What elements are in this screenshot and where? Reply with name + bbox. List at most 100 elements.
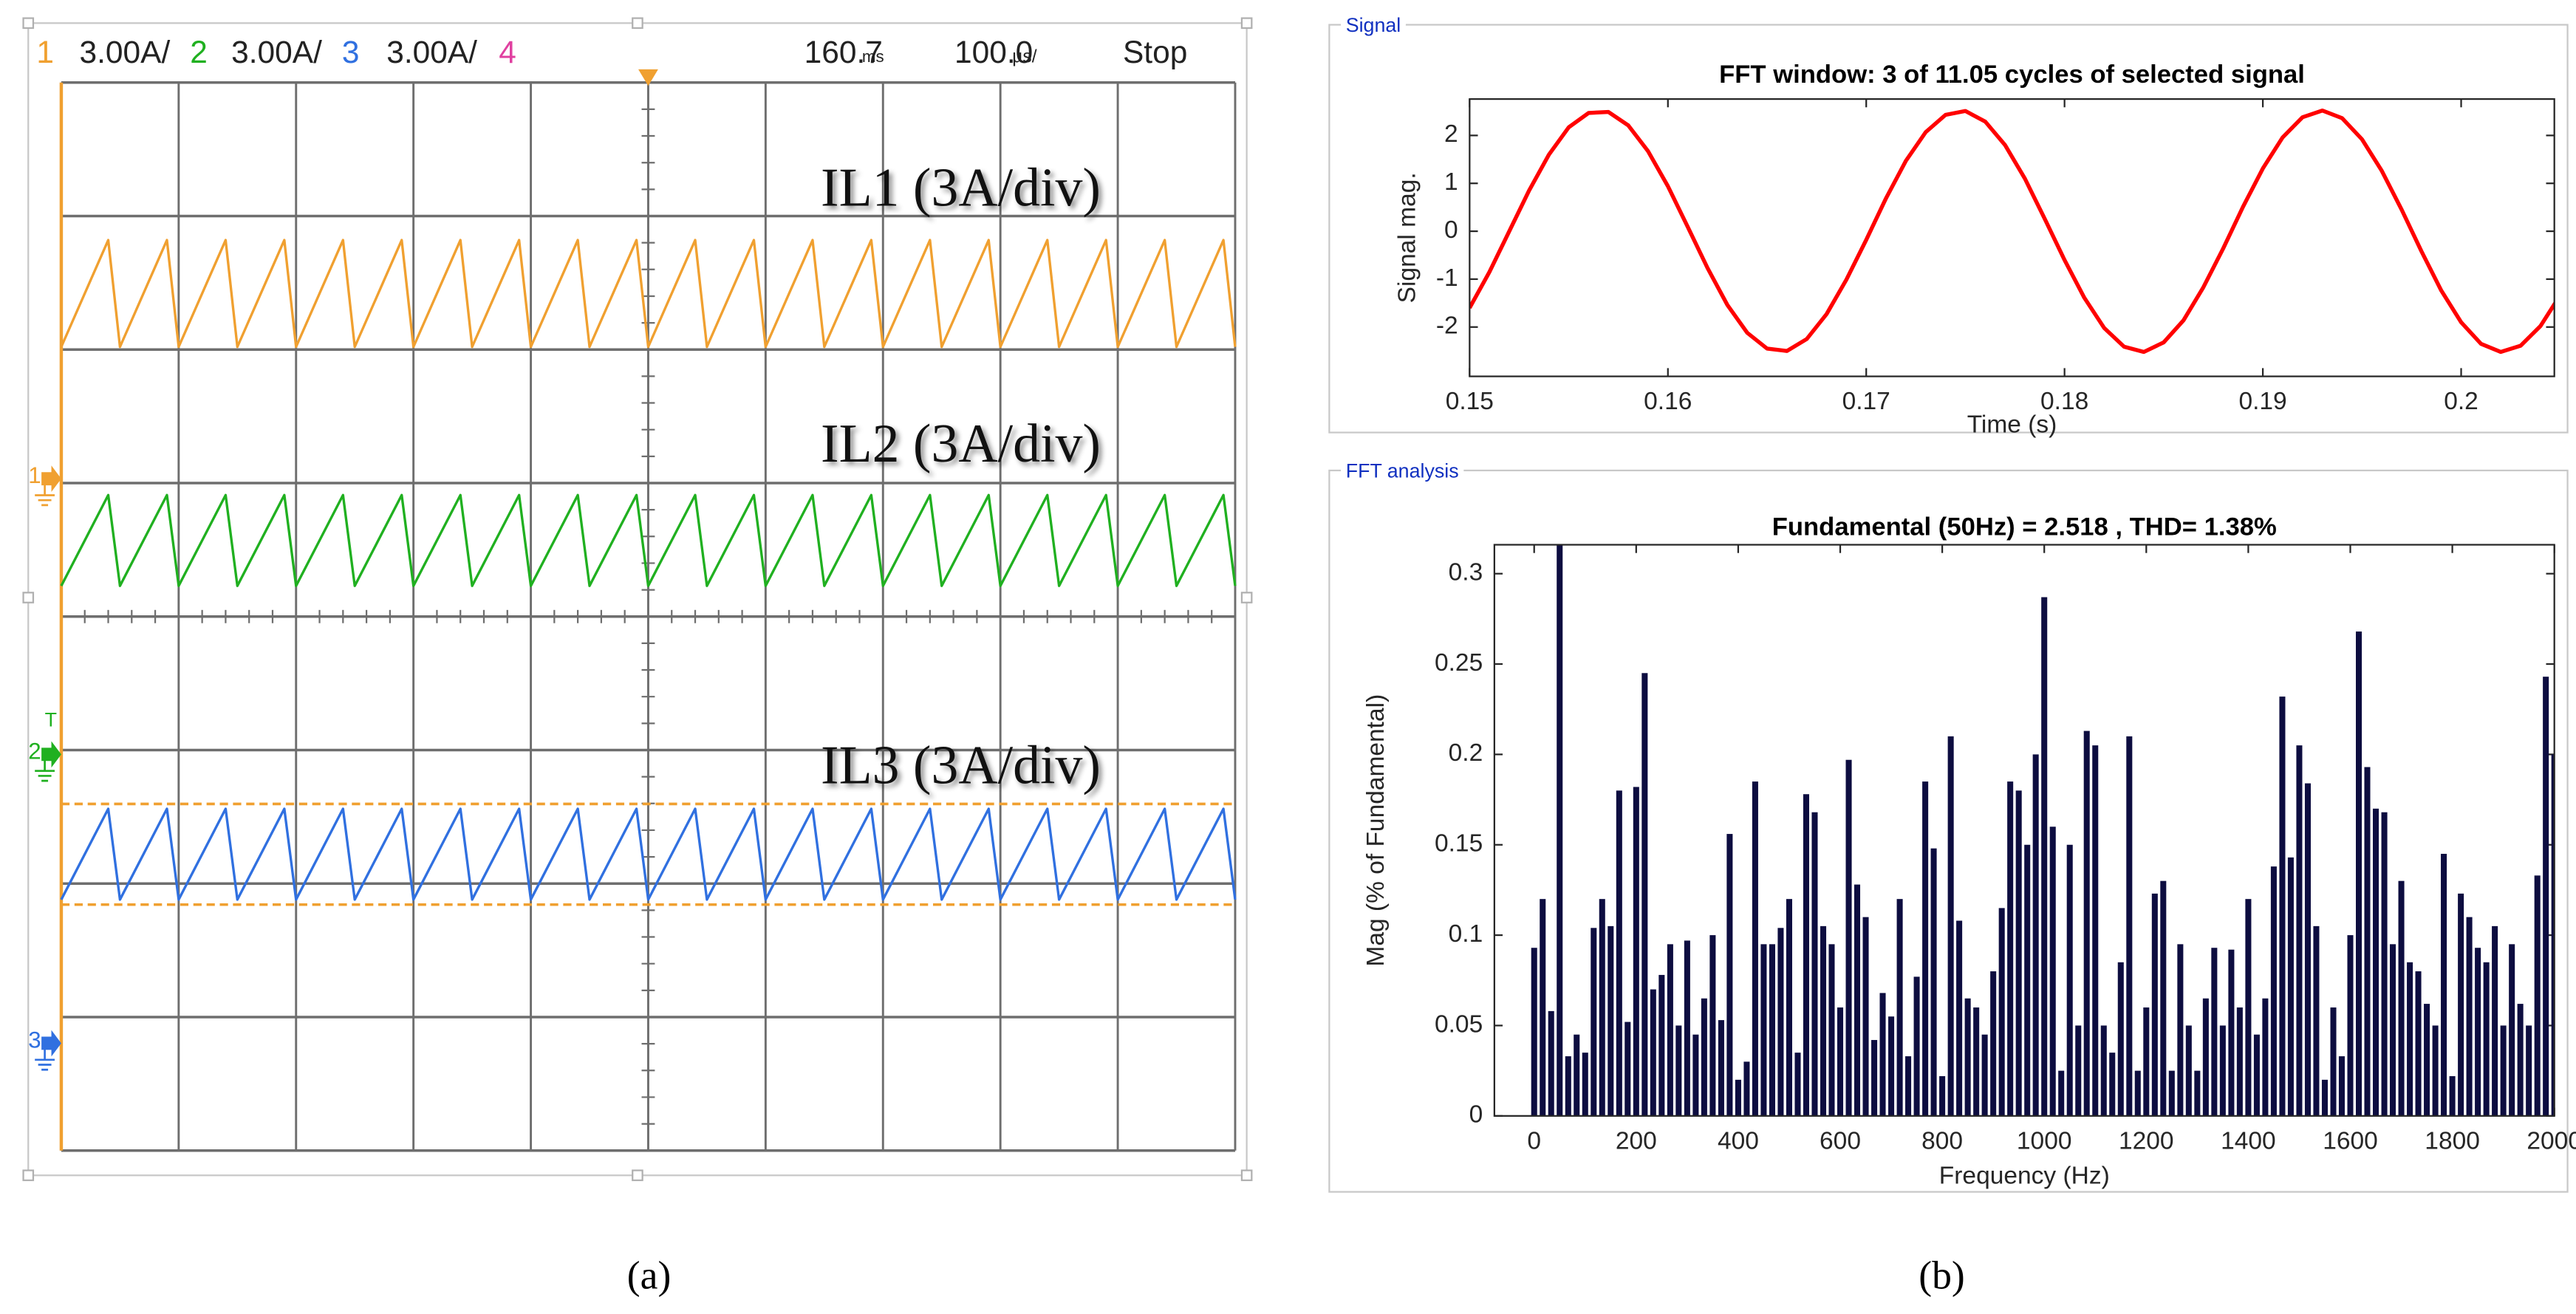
bar — [1820, 925, 1827, 1116]
time-position: 160.7 — [804, 35, 883, 69]
frame-handle — [632, 17, 643, 30]
bar — [2202, 998, 2209, 1116]
y-tick-label: 1 — [1444, 168, 1458, 196]
bar — [2407, 962, 2413, 1116]
ground-symbol — [35, 479, 55, 507]
bar — [1973, 1007, 1980, 1116]
bar — [1854, 884, 1861, 1116]
bar — [2075, 1025, 2082, 1116]
y-tick-label: 0.2 — [1449, 739, 1483, 767]
bar — [2032, 754, 2039, 1116]
channel-number: 2 — [190, 35, 208, 69]
bar — [2211, 948, 2218, 1116]
x-axis-label: Time (s) — [1967, 411, 2057, 438]
ground-symbol — [35, 1043, 55, 1071]
frame-handle — [632, 1169, 643, 1182]
bar — [1667, 944, 1673, 1116]
bar — [2279, 697, 2286, 1116]
frame-handle — [1240, 1169, 1253, 1182]
group-box — [1328, 24, 2569, 434]
bar — [1675, 1025, 1682, 1116]
bar — [2551, 754, 2555, 1116]
bar — [2058, 1070, 2065, 1116]
bar — [1769, 944, 1775, 1116]
bar — [1913, 976, 1920, 1116]
bar — [2219, 1025, 2226, 1116]
chart-title: FFT window: 3 of 11.05 cycles of selecte… — [1719, 61, 2305, 89]
bar — [2364, 767, 2371, 1116]
bar — [1905, 1056, 1912, 1116]
bar — [1964, 998, 1971, 1116]
bar — [1786, 899, 1792, 1116]
bar — [2245, 899, 2252, 1116]
bar — [2347, 935, 2354, 1116]
x-tick-label: 1000 — [2017, 1127, 2072, 1154]
x-tick-label: 600 — [1820, 1127, 1861, 1154]
bar — [1845, 759, 1852, 1116]
bar — [2304, 783, 2311, 1116]
ground-symbol — [35, 754, 55, 782]
bar — [2066, 844, 2073, 1116]
bar — [2492, 925, 2498, 1116]
bar — [1743, 1061, 1750, 1116]
bar — [2389, 944, 2396, 1116]
chart-title: Fundamental (50Hz) = 2.518 , THD= 1.38% — [1772, 513, 2277, 541]
bar — [2441, 853, 2447, 1116]
signal-line — [1469, 108, 2555, 355]
group-label: Signal — [1346, 14, 1401, 36]
y-tick-label: 0.05 — [1435, 1010, 1483, 1038]
trace-label: IL3 (3A/div) — [821, 735, 1101, 795]
bar — [2321, 1079, 2328, 1116]
bar — [1624, 1022, 1631, 1116]
bar — [1574, 1034, 1580, 1116]
bar — [1990, 971, 1997, 1116]
bar — [2475, 948, 2481, 1116]
y-tick-label: 2 — [1444, 120, 1458, 148]
bar — [2092, 745, 2099, 1116]
bar — [1811, 812, 1818, 1116]
bar — [1557, 544, 1563, 1116]
x-tick-label: 1200 — [2119, 1127, 2174, 1154]
ground-marker: 3 — [28, 1027, 41, 1053]
x-tick-label: 0 — [1527, 1127, 1541, 1154]
y-axis-label: Mag (% of Fundamental) — [1362, 694, 1390, 967]
bar — [2100, 1025, 2107, 1116]
panel-label: (b) — [1919, 1253, 1965, 1297]
bar — [2330, 1007, 2337, 1116]
bar — [2024, 844, 2031, 1116]
x-tick-label: 200 — [1616, 1127, 1657, 1154]
bar — [1777, 928, 1784, 1116]
bar — [2049, 827, 2056, 1116]
frame-handle — [1240, 592, 1253, 603]
channel-number: 4 — [499, 35, 516, 69]
bar — [1939, 1075, 1946, 1116]
bar — [2534, 875, 2541, 1116]
trigger-marker: T — [45, 709, 57, 731]
x-tick-label: 0.2 — [2444, 388, 2478, 415]
channel-scale: 3.00A/ — [386, 35, 477, 69]
bar — [2313, 925, 2320, 1116]
bar — [2228, 949, 2235, 1116]
x-tick-label: 400 — [1718, 1127, 1759, 1154]
bar — [2500, 1025, 2507, 1116]
bar — [2381, 812, 2388, 1116]
bar — [2041, 597, 2048, 1116]
bar — [1608, 925, 1614, 1116]
x-tick-label: 0.15 — [1446, 388, 1494, 415]
bar — [2270, 866, 2277, 1116]
bar — [1828, 944, 1835, 1116]
timebase: 100.0 — [954, 35, 1033, 69]
run-status: Stop — [1123, 35, 1187, 69]
bar — [1599, 899, 1605, 1116]
bar — [2194, 1070, 2201, 1116]
bar — [1548, 1010, 1554, 1116]
ground-arrow — [41, 1030, 61, 1057]
bar — [1718, 1020, 1724, 1116]
bar — [1726, 834, 1733, 1116]
bar — [2543, 677, 2549, 1116]
plot-area — [1469, 99, 2555, 377]
bar — [1701, 998, 1707, 1116]
bar — [2015, 790, 2022, 1116]
